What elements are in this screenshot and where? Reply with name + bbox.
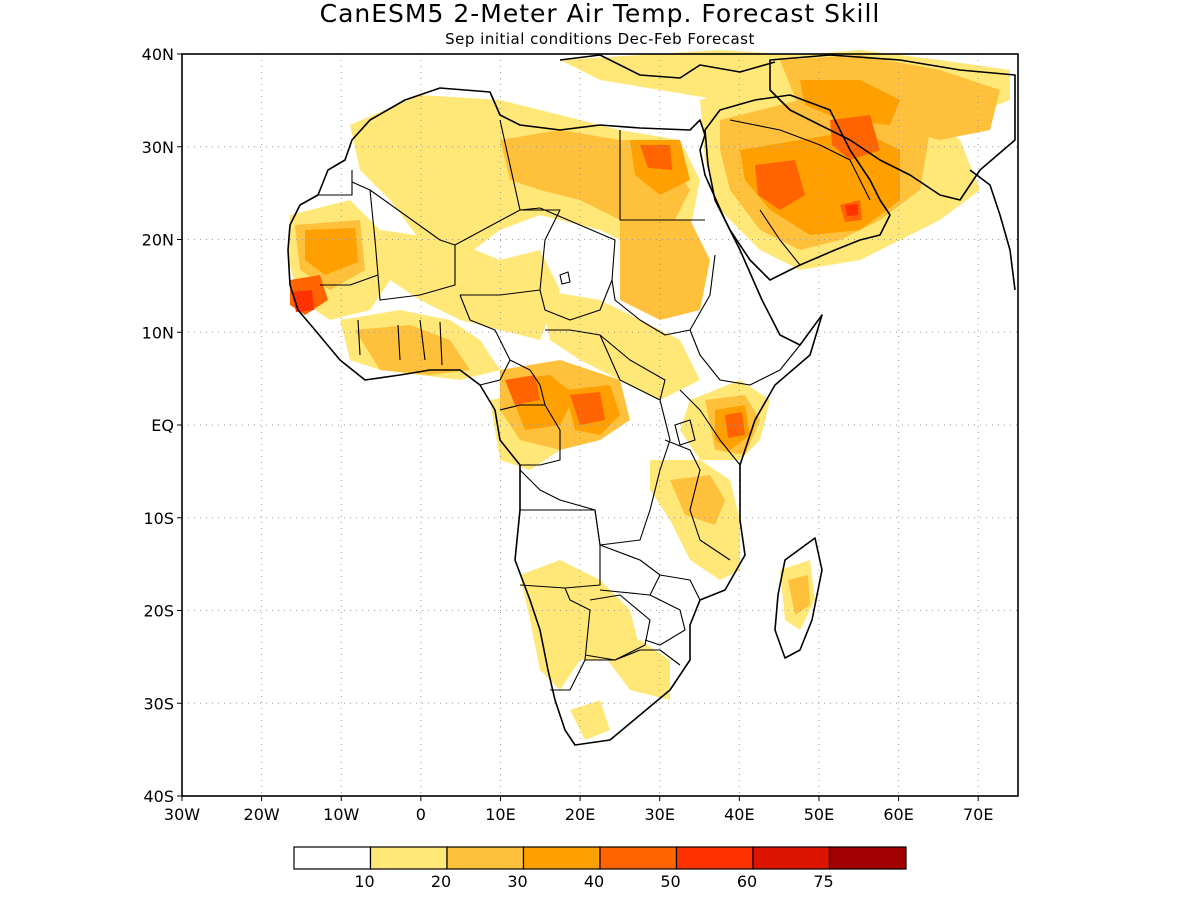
lon-tick-label: 10E	[485, 805, 515, 824]
kenya-tanzania-border	[679, 389, 741, 466]
colorbar-label: 60	[737, 872, 757, 891]
madagascar-coastline	[774, 537, 823, 659]
shade-cameroon-hot	[505, 375, 540, 405]
shade-kenya-hot	[725, 412, 745, 438]
map-subtitle: Sep initial conditions Dec-Feb Forecast	[445, 30, 755, 48]
car-border	[545, 329, 666, 401]
colorbar-label: 75	[813, 872, 833, 891]
colorbar-swatch	[599, 846, 678, 870]
lon-tick-label: 50E	[804, 805, 834, 824]
zambia-border	[599, 544, 661, 596]
cameroon-border	[499, 359, 546, 411]
colorbar-label: 20	[431, 872, 451, 891]
lat-tick-label: 30N	[142, 138, 174, 157]
mali-border	[369, 189, 456, 301]
drc-border	[519, 334, 671, 546]
congo-border	[520, 404, 561, 466]
shade-congo-hot	[570, 392, 605, 425]
ethiopia-border	[689, 329, 801, 386]
lon-tick-label: 10W	[323, 805, 359, 824]
lat-tick-label: 30S	[143, 694, 174, 713]
map-title: CanESM5 2-Meter Air Temp. Forecast Skill	[320, 0, 881, 28]
lon-tick-label: 20W	[244, 805, 280, 824]
east-africa-border	[664, 439, 731, 561]
shade-oman-max	[845, 204, 858, 216]
lon-tick-label: 30W	[164, 805, 200, 824]
colorbar-label: 30	[507, 872, 527, 891]
longitude-labels: 30W 20W 10W 0 10E 20E 30E 40E 50E 60E 70E	[164, 796, 993, 824]
lat-tick-label: 20N	[142, 231, 174, 250]
shade-tanzania	[670, 475, 725, 525]
colorbar-label: 40	[584, 872, 604, 891]
shade-sudan-south	[620, 220, 710, 320]
lon-tick-label: 70E	[963, 805, 993, 824]
niger-border	[454, 209, 561, 296]
south-africa-border	[585, 649, 681, 666]
shade-cape	[570, 700, 610, 740]
latitude-labels: 40N 30N 20N 10N EQ 10S 20S 30S 40S	[142, 45, 182, 806]
lon-tick-label: 60E	[883, 805, 913, 824]
india-coastline	[969, 169, 1016, 291]
arabia-coastline	[704, 94, 891, 281]
nigeria-border	[459, 294, 511, 386]
west-sahara-border	[318, 170, 353, 196]
persia-coastline	[769, 54, 1016, 201]
colorbar-swatch	[446, 846, 525, 870]
plot-area	[181, 50, 1019, 797]
colorbar-label: 50	[660, 872, 680, 891]
sudan-south-border	[611, 254, 716, 336]
lon-tick-label: 30E	[644, 805, 674, 824]
shade-south-africa	[600, 640, 670, 700]
shade-gulf-hot	[830, 115, 880, 160]
zimbabwe-border	[644, 594, 686, 646]
colorbar-swatch	[293, 846, 372, 870]
saudi-borders	[729, 119, 871, 266]
shade-arabia-hot	[755, 160, 805, 210]
egypt-sudan-border	[619, 130, 705, 221]
colorbar: 10 20 30 40 50 60 75	[293, 846, 907, 891]
mozambique-border	[659, 574, 701, 626]
lat-tick-label: 20S	[143, 602, 174, 621]
lon-tick-label: 0	[416, 805, 426, 824]
colorbar-label: 10	[354, 872, 374, 891]
coastlines-and-borders	[287, 54, 1016, 746]
colorbar-swatch	[522, 846, 601, 870]
shade-sahel-west	[380, 230, 560, 340]
shade-iran	[800, 80, 900, 125]
lat-tick-label: 40N	[142, 45, 174, 64]
lat-tick-label: 10N	[142, 323, 174, 342]
shade-madagascar-inner	[788, 575, 810, 615]
algeria-libya-border	[499, 119, 541, 211]
colorbar-swatch	[369, 846, 448, 870]
botswana-border	[584, 594, 651, 661]
lon-tick-label: 40E	[724, 805, 754, 824]
chad-border	[539, 207, 616, 321]
guinea-coast-borders	[357, 319, 443, 366]
lake-chad	[559, 271, 571, 285]
graticule	[182, 54, 1018, 796]
lat-tick-label: 10S	[143, 509, 174, 528]
shade-sinai-hot	[640, 145, 672, 170]
lake-victoria	[674, 419, 696, 446]
colorbar-swatch	[752, 846, 831, 870]
colorbar-swatch	[828, 846, 907, 870]
colorbar-swatch	[675, 846, 754, 870]
lat-tick-label: EQ	[151, 416, 174, 435]
europe-coastline	[559, 54, 776, 79]
lon-tick-label: 20E	[565, 805, 595, 824]
mauritania-border	[320, 181, 379, 286]
namibia-border	[550, 587, 591, 691]
lat-tick-label: 40S	[143, 787, 174, 806]
